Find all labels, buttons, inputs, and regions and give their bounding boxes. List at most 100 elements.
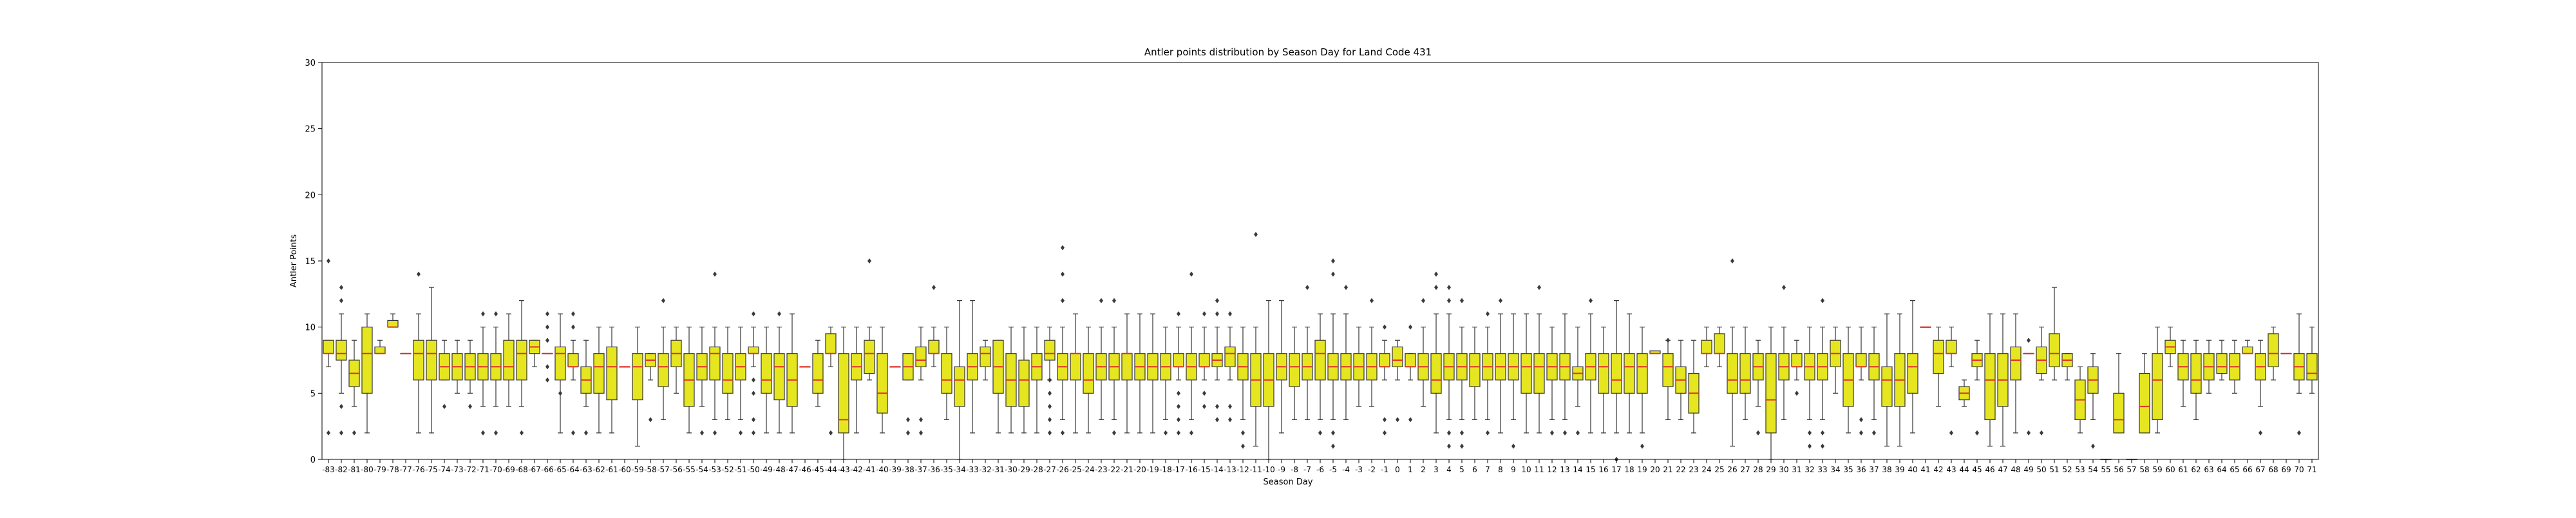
outlier-point bbox=[1447, 298, 1451, 303]
x-tick-label: -83 bbox=[322, 465, 335, 474]
outlier-point bbox=[1061, 298, 1065, 303]
x-tick-label: 66 bbox=[2242, 465, 2252, 474]
box--51 bbox=[735, 327, 746, 436]
iqr-box bbox=[928, 340, 940, 354]
iqr-box bbox=[361, 327, 373, 394]
iqr-box bbox=[2113, 392, 2125, 434]
x-tick-label: -69 bbox=[502, 465, 515, 474]
outlier-point bbox=[1808, 443, 1812, 449]
outlier-point bbox=[339, 430, 343, 436]
box-25 bbox=[1714, 327, 1725, 367]
outlier-point bbox=[1640, 443, 1644, 449]
box-68 bbox=[2268, 327, 2279, 381]
outlier-point bbox=[1344, 285, 1348, 291]
x-tick-label: 18 bbox=[1624, 465, 1634, 474]
outlier-point bbox=[1408, 417, 1412, 423]
outlier-point bbox=[1331, 443, 1335, 449]
x-tick-label: 65 bbox=[2230, 465, 2239, 474]
iqr-box bbox=[1224, 346, 1236, 367]
outlier-point bbox=[700, 430, 704, 436]
x-tick-label: 14 bbox=[1573, 465, 1582, 474]
x-tick-label: 48 bbox=[2011, 465, 2020, 474]
iqr-box bbox=[1533, 353, 1545, 394]
outlier-point bbox=[1821, 298, 1824, 303]
iqr-box bbox=[773, 353, 785, 401]
box--42 bbox=[851, 327, 862, 434]
outlier-point bbox=[442, 403, 446, 409]
box-16 bbox=[1598, 327, 1609, 434]
box-48 bbox=[2010, 313, 2022, 434]
outlier-point bbox=[545, 324, 549, 330]
x-tick-label: 46 bbox=[1985, 465, 1994, 474]
outlier-point bbox=[545, 377, 549, 383]
x-tick-label: 22 bbox=[1676, 465, 1685, 474]
outlier-point bbox=[2027, 430, 2031, 436]
box--23 bbox=[1095, 298, 1107, 421]
box--25 bbox=[1070, 313, 1081, 434]
outlier-point bbox=[2297, 430, 2301, 436]
outlier-point bbox=[1061, 430, 1065, 436]
outlier-point bbox=[1177, 403, 1180, 409]
x-tick-label: 62 bbox=[2191, 465, 2201, 474]
x-tick-label: -36 bbox=[927, 465, 940, 474]
outlier-point bbox=[545, 338, 549, 343]
outlier-point bbox=[1048, 377, 1052, 383]
outlier-point bbox=[520, 430, 524, 436]
box-45 bbox=[1971, 340, 1983, 436]
x-tick-label: 40 bbox=[1908, 465, 1917, 474]
y-tick-label: 0 bbox=[310, 456, 316, 465]
x-tick-label: -17 bbox=[1172, 465, 1185, 474]
iqr-box bbox=[1392, 346, 1403, 367]
x-tick-label: 55 bbox=[2101, 465, 2110, 474]
x-tick-label: 0 bbox=[1395, 465, 1400, 474]
box-5 bbox=[1456, 298, 1468, 449]
x-tick-label: 59 bbox=[2152, 465, 2162, 474]
iqr-box bbox=[413, 340, 424, 381]
box--75 bbox=[426, 287, 437, 434]
outlier-point bbox=[1576, 430, 1580, 436]
box-67 bbox=[2255, 340, 2266, 436]
x-tick-label: -28 bbox=[1030, 465, 1043, 474]
iqr-box bbox=[1701, 340, 1712, 354]
outlier-point bbox=[545, 364, 549, 370]
outlier-point bbox=[1460, 443, 1464, 449]
outlier-point bbox=[1795, 390, 1799, 396]
x-tick-label: -38 bbox=[902, 465, 914, 474]
outlier-point bbox=[661, 298, 665, 303]
box-7 bbox=[1482, 311, 1493, 436]
box--1 bbox=[1379, 324, 1390, 436]
iqr-box bbox=[1083, 353, 1094, 394]
box--37 bbox=[915, 327, 927, 436]
x-tick-label: 53 bbox=[2075, 465, 2085, 474]
box--57 bbox=[658, 298, 669, 421]
box--20 bbox=[1134, 313, 1146, 434]
x-tick-label: -47 bbox=[786, 465, 799, 474]
x-tick-label: -30 bbox=[1005, 465, 1018, 474]
iqr-box bbox=[2268, 333, 2279, 367]
x-tick-label: 33 bbox=[1817, 465, 1827, 474]
box-50 bbox=[2036, 327, 2047, 436]
box-31 bbox=[1791, 340, 1803, 396]
outlier-point bbox=[494, 430, 498, 436]
x-tick-label: 54 bbox=[2088, 465, 2098, 474]
x-tick-label: 8 bbox=[1498, 465, 1503, 474]
box-30 bbox=[1778, 285, 1790, 421]
x-tick-label: 35 bbox=[1843, 465, 1853, 474]
iqr-box bbox=[658, 353, 669, 387]
iqr-box bbox=[825, 333, 837, 354]
x-tick-label: -12 bbox=[1236, 465, 1249, 474]
x-tick-label: 68 bbox=[2268, 465, 2278, 474]
box-64 bbox=[2216, 340, 2228, 381]
x-tick-label: -50 bbox=[747, 465, 760, 474]
x-tick-label: -25 bbox=[1069, 465, 1082, 474]
x-tick-label: -9 bbox=[1278, 465, 1285, 474]
outlier-point bbox=[752, 377, 755, 383]
box--55 bbox=[683, 327, 695, 434]
boxes-layer bbox=[323, 231, 2318, 462]
box-60 bbox=[2164, 327, 2176, 367]
outlier-point bbox=[752, 390, 755, 396]
iqr-box bbox=[1520, 353, 1532, 394]
outlier-point bbox=[906, 417, 910, 423]
box--71 bbox=[477, 311, 489, 436]
